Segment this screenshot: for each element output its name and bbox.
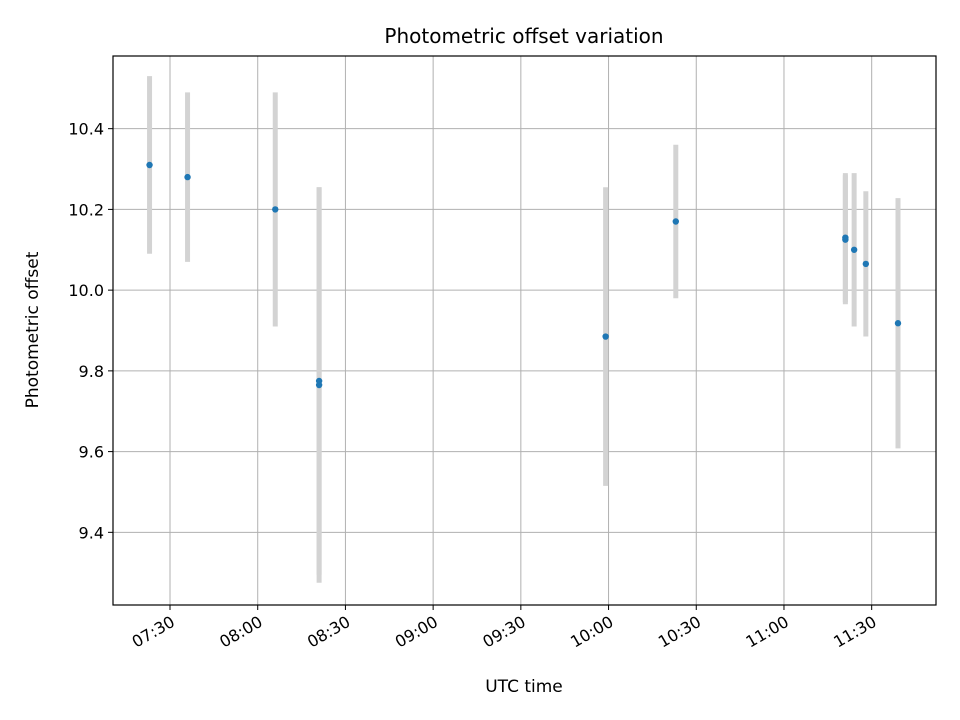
y-axis-label: Photometric offset xyxy=(23,251,43,408)
x-tick-label: 09:00 xyxy=(392,612,441,652)
data-point xyxy=(184,173,191,181)
y-axis-ticks: 9.4 9.6 9.8 10.0 10.2 10.4 xyxy=(68,120,113,542)
data-point xyxy=(272,206,279,213)
data-points xyxy=(146,161,902,389)
y-tick-label: 9.4 xyxy=(79,523,104,542)
y-tick-label: 10.2 xyxy=(68,200,104,219)
x-tick-label: 07:30 xyxy=(129,612,178,652)
data-point xyxy=(146,161,153,169)
data-point xyxy=(315,381,323,389)
data-point xyxy=(602,333,609,340)
y-tick-label: 10.4 xyxy=(68,120,104,139)
data-point xyxy=(862,260,870,268)
data-point xyxy=(894,320,902,327)
y-tick-label: 9.8 xyxy=(79,362,104,381)
error-bars xyxy=(147,76,901,583)
chart-title: Photometric offset variation xyxy=(384,24,663,48)
grid xyxy=(113,56,936,605)
y-tick-label: 9.6 xyxy=(79,443,104,462)
x-tick-label: 11:30 xyxy=(830,612,879,652)
plot-frame xyxy=(112,55,937,606)
x-axis-label: UTC time xyxy=(485,677,563,697)
x-tick-label: 08:00 xyxy=(216,612,265,652)
x-tick-label: 08:30 xyxy=(304,612,353,652)
x-axis-ticks: 07:30 08:00 08:30 09:00 09:30 10:00 10:30 11:00… xyxy=(129,605,880,652)
x-tick-label: 11:00 xyxy=(743,612,792,652)
data-point xyxy=(842,236,849,243)
data-point xyxy=(850,246,858,253)
x-tick-label: 10:00 xyxy=(567,612,616,652)
x-tick-label: 10:30 xyxy=(655,612,704,652)
y-tick-label: 10.0 xyxy=(68,281,104,300)
data-point xyxy=(672,218,679,225)
x-tick-label: 09:30 xyxy=(479,612,528,652)
